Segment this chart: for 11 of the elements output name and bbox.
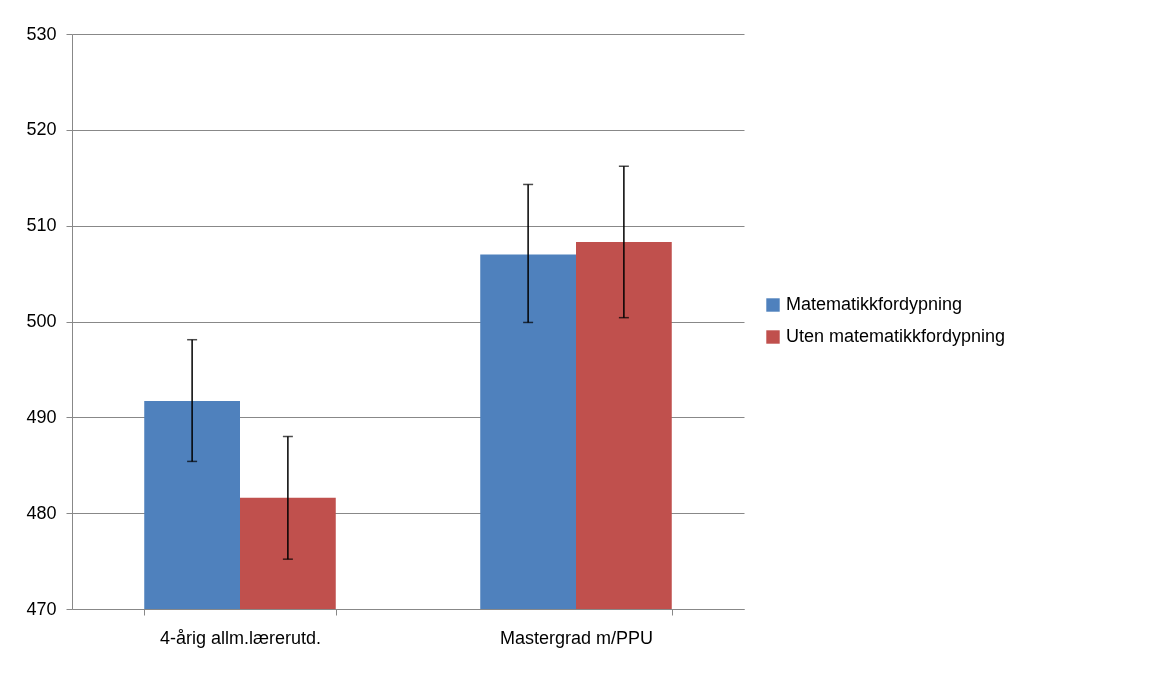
legend-label: Matematikkfordypning [786,294,963,314]
y-tick-label: 490 [26,406,57,427]
y-tick-label: 510 [26,215,57,236]
y-tick-label: 480 [26,502,57,523]
y-tick-label: 500 [26,311,57,331]
x-tick-label: Mastergrad m/PPU [499,627,654,648]
y-tick-label: 470 [26,598,57,619]
legend-label: Uten matematikkfordypning [786,326,1006,346]
y-tick-label: 530 [26,23,57,44]
x-tick-label: 4-årig allm.lærerutd. [159,627,322,648]
y-tick-label: 520 [26,119,57,140]
